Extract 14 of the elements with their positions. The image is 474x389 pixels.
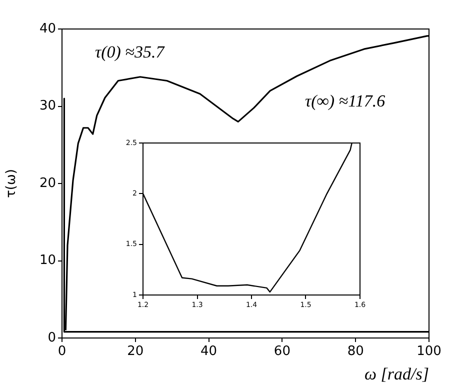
- y-tick-label: 40: [39, 21, 56, 36]
- y-tick-label: 10: [39, 253, 56, 268]
- x-tick-label: 60: [274, 344, 290, 360]
- y-tick-label: 20: [39, 176, 56, 191]
- x-tick-label: 100: [416, 344, 442, 360]
- x-tick-label: 40: [200, 344, 218, 360]
- annotation: τ(0) ≈35.7: [95, 42, 166, 62]
- y-axis-title: τ(ω): [4, 169, 20, 198]
- y-tick-label: 30: [39, 98, 56, 114]
- x-tick-label: 0: [58, 344, 66, 360]
- annotation: τ(∞) ≈117.6: [305, 91, 386, 110]
- x-axis-title: ω [rad/s]: [364, 364, 429, 384]
- x-tick-label: 80: [347, 344, 364, 360]
- y-tick-label: 0: [48, 330, 56, 346]
